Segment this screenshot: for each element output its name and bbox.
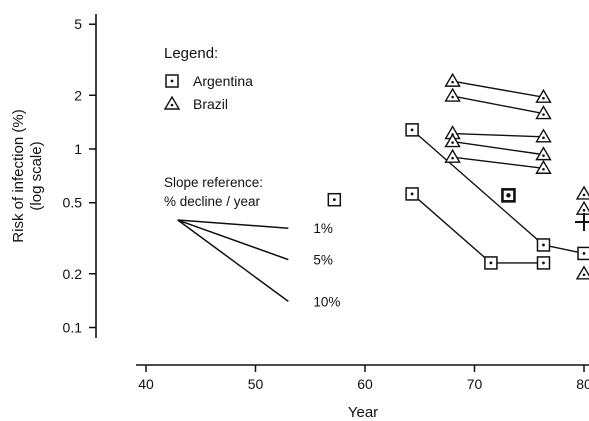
series-connector-line	[452, 140, 544, 156]
x-tick-label: 60	[357, 376, 373, 392]
slope-reference-label: 1%	[313, 221, 333, 236]
legend-triangle-icon	[163, 95, 181, 110]
brazil-triangle-marker	[535, 88, 552, 103]
x-tick-label: 40	[138, 376, 154, 392]
brazil-triangle-marker	[444, 148, 461, 163]
series-connector-line	[452, 95, 544, 115]
legend: Legend: Argentina Brazil	[163, 45, 253, 112]
legend-square-icon	[165, 74, 179, 88]
y-tick-label: 2	[74, 87, 82, 103]
series-connector-line	[543, 244, 585, 255]
series-connector-line	[411, 193, 492, 264]
series-connector-line	[452, 132, 544, 138]
x-tick-label: 50	[248, 376, 264, 392]
brazil-triangle-marker	[575, 265, 589, 280]
slope-reference-label: 5%	[313, 253, 333, 268]
x-tick-label: 80	[576, 376, 589, 392]
legend-title: Legend:	[164, 45, 218, 62]
plus-marker	[575, 212, 589, 231]
argentina-square-marker	[536, 256, 551, 270]
slope-lines: 1% 5% 10%	[177, 219, 340, 309]
slope-reference-line	[177, 219, 289, 303]
brazil-triangle-marker	[575, 185, 589, 200]
brazil-triangle-marker	[535, 146, 552, 161]
argentina-square-marker	[405, 187, 419, 201]
y-ticks: 0.1 0.2 0.5 1 2 5	[63, 16, 96, 336]
slope-reference-line	[177, 219, 289, 229]
brazil-triangle-marker	[444, 72, 461, 87]
argentina-square-marker	[501, 188, 516, 203]
y-tick-label: 1	[74, 141, 82, 157]
argentina-square-marker	[405, 123, 419, 137]
x-axis-title: Year	[348, 404, 378, 421]
series-connector-line	[452, 156, 544, 169]
series-points	[327, 72, 589, 280]
brazil-triangle-marker	[444, 87, 461, 102]
series-lines	[411, 80, 585, 264]
argentina-square-marker	[327, 192, 342, 207]
y-tick-label: 5	[74, 16, 82, 32]
y-tick-label: 0.2	[63, 266, 83, 282]
brazil-triangle-marker	[535, 159, 552, 174]
y-tick-label: 0.1	[63, 320, 83, 336]
slope-reference-label: 10%	[313, 294, 340, 309]
legend-entries: Argentina Brazil	[163, 73, 253, 112]
y-axis-subtitle: (log scale)	[28, 141, 45, 210]
y-tick-label: 0.5	[63, 195, 83, 211]
legend-entry-label: Brazil	[193, 96, 228, 112]
slope-reference-line	[177, 219, 289, 261]
slope-reference-title: Slope reference:	[164, 175, 263, 190]
argentina-square-marker	[536, 238, 551, 252]
series-connector-line	[452, 80, 544, 98]
legend-entry-label: Argentina	[193, 73, 253, 89]
brazil-triangle-marker	[535, 128, 552, 143]
argentina-square-marker	[577, 246, 589, 261]
x-ticks: 40 50 60 70 80	[138, 365, 589, 392]
x-tick-label: 70	[467, 376, 483, 392]
y-axis-title: Risk of infection (%)	[10, 109, 27, 242]
series-connector-line	[411, 129, 544, 246]
brazil-triangle-marker	[535, 105, 552, 120]
slope-reference: Slope reference: % decline / year 1% 5% 10…	[164, 175, 340, 309]
argentina-square-marker	[484, 256, 498, 270]
slope-reference-subtitle: % decline / year	[164, 194, 261, 209]
brazil-triangle-marker	[444, 133, 461, 148]
brazil-triangle-marker	[575, 200, 589, 215]
